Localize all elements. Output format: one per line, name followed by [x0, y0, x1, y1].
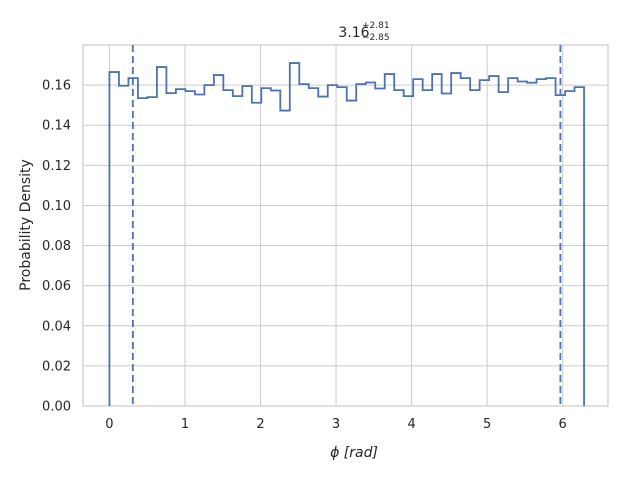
y-tick-label: 0.12: [42, 159, 71, 174]
x-tick-label: 2: [256, 417, 264, 432]
x-tick-label: 6: [559, 417, 567, 432]
y-tick-label: 0.16: [42, 79, 71, 94]
y-tick-label: 0.00: [42, 400, 71, 415]
y-tick-label: 0.10: [42, 199, 71, 214]
x-tick-label: 1: [181, 417, 189, 432]
y-tick-label: 0.06: [42, 279, 71, 294]
y-tick-label: 0.04: [42, 319, 71, 334]
x-tick-label: 5: [483, 417, 491, 432]
y-tick-label: 0.02: [42, 359, 71, 374]
title-upper-bound: +2.81: [362, 21, 390, 31]
y-axis-label: Probability Density: [18, 159, 34, 291]
title-lower-bound: −2.85: [362, 33, 390, 43]
x-tick-label: 3: [332, 417, 340, 432]
y-tick-label: 0.08: [42, 239, 71, 254]
x-tick-label: 4: [407, 417, 415, 432]
title-value: 3.16: [338, 25, 369, 41]
y-tick-label: 0.14: [42, 119, 71, 134]
x-axis-label: ϕ [rad]: [330, 445, 378, 461]
chart-title: 3.16: [338, 25, 369, 41]
histogram-step-line: [108, 62, 585, 406]
y-tick-labels: 0.00 0.02 0.04 0.06 0.08 0.10 0.12 0.14 0.16: [42, 79, 71, 415]
grid: [83, 45, 608, 407]
x-tick-label: 0: [105, 417, 113, 432]
plot-frame: [82, 44, 609, 407]
x-tick-labels: 0 1 2 3 4 5 6: [105, 417, 567, 432]
x-axis-symbol: ϕ: [330, 445, 339, 461]
x-axis-unit: [rad]: [344, 445, 378, 461]
quantile-lines: [131, 45, 562, 406]
